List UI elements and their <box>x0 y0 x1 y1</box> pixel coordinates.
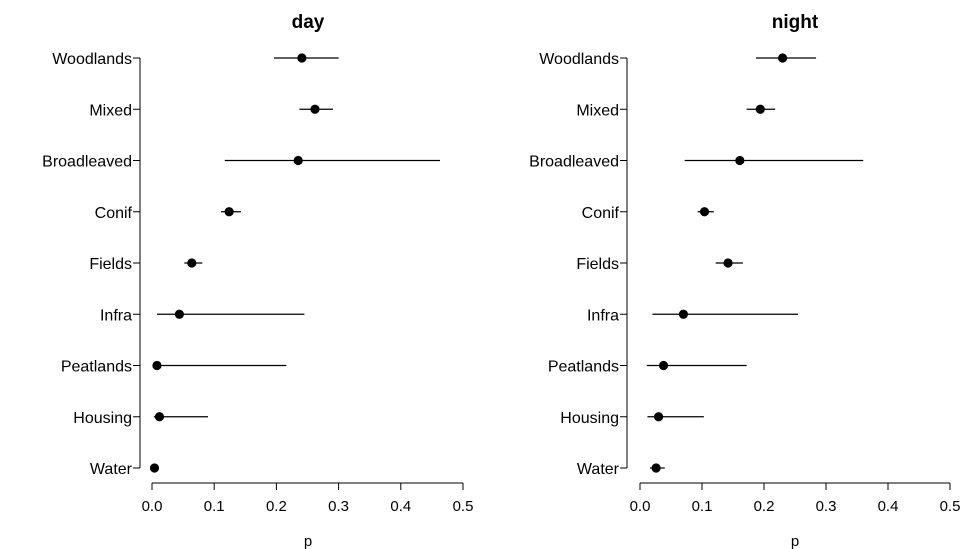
y-tick-label-night: Water <box>577 461 620 478</box>
y-tick-label-day: Woodlands <box>52 51 132 68</box>
x-tick-label-day: 0.5 <box>453 498 474 515</box>
x-tick-label-night: 0.0 <box>630 498 651 515</box>
y-tick-label-night: Fields <box>576 256 619 273</box>
estimate-point-night <box>678 309 689 319</box>
y-tick-label-night: Housing <box>560 410 619 427</box>
estimate-point-night <box>651 463 661 473</box>
y-tick-label-night: Woodlands <box>539 51 619 68</box>
x-tick-label-night: 0.5 <box>940 498 961 515</box>
y-tick-label-night: Broadleaved <box>529 154 619 171</box>
estimate-point-day <box>149 463 160 473</box>
y-tick-label-day: Water <box>90 461 133 478</box>
estimate-point-day <box>224 207 234 217</box>
y-tick-label-night: Infra <box>587 307 619 324</box>
y-tick-label-day: Mixed <box>89 102 132 119</box>
y-tick-label-day: Housing <box>73 410 132 427</box>
estimate-point-day <box>174 309 184 319</box>
estimate-point-night <box>755 104 765 114</box>
x-tick-label-day: 0.3 <box>328 498 349 515</box>
y-tick-label-day: Peatlands <box>61 359 132 376</box>
estimate-point-day <box>297 53 307 63</box>
estimate-point-day <box>154 412 165 422</box>
y-tick-label-day: Infra <box>100 307 132 324</box>
estimate-point-night <box>778 53 788 63</box>
estimate-point-night <box>723 258 733 268</box>
x-tick-label-night: 0.4 <box>878 498 899 515</box>
estimate-point-night <box>654 412 664 422</box>
y-tick-label-night: Conif <box>582 205 620 222</box>
y-tick-label-night: Peatlands <box>548 359 619 376</box>
estimate-point-night <box>699 207 710 217</box>
x-tick-label-day: 0.2 <box>266 498 287 515</box>
x-tick-label-night: 0.3 <box>816 498 837 515</box>
y-tick-label-day: Conif <box>95 205 133 222</box>
estimate-point-night <box>658 360 669 371</box>
estimate-point-day <box>152 360 162 371</box>
x-tick-label-day: 0.4 <box>390 498 411 515</box>
estimate-point-night <box>735 155 745 166</box>
y-tick-label-day: Fields <box>89 256 132 273</box>
x-tick-label-night: 0.2 <box>754 498 775 515</box>
x-tick-label-night: 0.1 <box>692 498 713 515</box>
chart-title-day: day <box>292 12 325 33</box>
estimate-point-day <box>187 258 197 268</box>
x-tick-label-day: 0.1 <box>204 498 225 515</box>
y-tick-label-day: Broadleaved <box>42 154 132 171</box>
chart-panel-night: night p Woodlands Mixed Broadleaved Conif Fi… <box>529 12 960 549</box>
x-tick-label-day: 0.0 <box>142 498 163 515</box>
x-axis-label-night: p <box>791 533 799 549</box>
estimate-point-day <box>293 155 303 166</box>
chart-title-night: night <box>772 12 819 33</box>
estimate-point-day <box>310 104 320 114</box>
chart-panel-day: day p Woodlands Mixed Broadleaved Conif Fiel… <box>42 12 473 549</box>
x-axis-label-day: p <box>304 533 312 549</box>
y-tick-label-night: Mixed <box>576 102 619 119</box>
